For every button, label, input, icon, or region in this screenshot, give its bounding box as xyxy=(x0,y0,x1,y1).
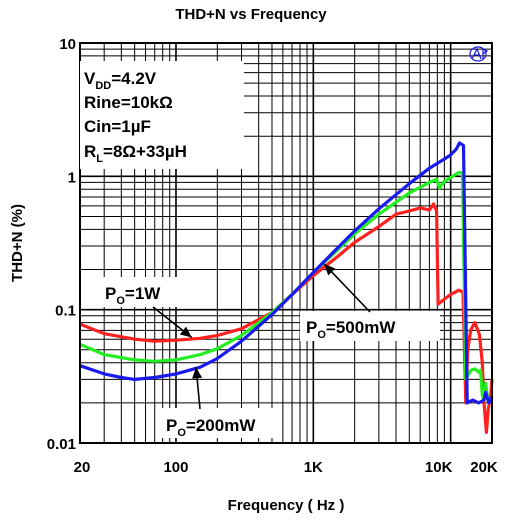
y-tick-label: 10 xyxy=(59,36,76,53)
annotation-0: PO=1W xyxy=(100,277,195,338)
x-tick-label: 1K xyxy=(304,459,323,476)
x-axis-label: Frequency ( Hz ) xyxy=(228,497,345,514)
plot-frame xyxy=(79,42,493,444)
chart-title: THD+N vs Frequency xyxy=(175,6,327,23)
ap-logo-icon xyxy=(469,46,489,62)
annotation-2: PO=200mW xyxy=(160,367,280,439)
condition-rl: RL=8Ω+33µH xyxy=(84,142,187,165)
annotation-box xyxy=(300,311,440,341)
annotation-box xyxy=(100,277,195,307)
conditions-background xyxy=(80,61,244,169)
annotation-label: PO=200mW xyxy=(166,416,256,439)
condition-cin: Cin=1µF xyxy=(84,117,151,136)
annotation-arrow xyxy=(323,263,371,313)
annotation-label: PO=500mW xyxy=(306,318,396,341)
arrow-head-icon xyxy=(192,367,203,379)
x-tick-label: 20K xyxy=(470,459,498,476)
x-tick-label: 100 xyxy=(163,459,188,476)
series-line-1 xyxy=(79,170,494,405)
arrow-head-icon xyxy=(179,326,192,338)
test-conditions-box: VDD=4.2V Rine=10kΩ Cin=1µF RL=8Ω+33µH xyxy=(80,61,244,169)
x-tick-label: 20 xyxy=(74,459,91,476)
series-line-2 xyxy=(79,141,494,405)
condition-rine: Rine=10kΩ xyxy=(84,93,173,112)
tick-labels: 20 100 1K 10K 20K 10 1 0.1 0.01 xyxy=(47,36,498,476)
x-tick-label: 10K xyxy=(425,459,453,476)
y-tick-label: 1 xyxy=(68,169,76,186)
annotation-label: PO=1W xyxy=(105,284,161,307)
series-line-0 xyxy=(79,202,494,434)
condition-vdd: VDD=4.2V xyxy=(84,69,157,92)
y-axis-label: THD+N (%) xyxy=(9,204,26,282)
arrow-head-icon xyxy=(324,264,336,276)
y-tick-label: 0.1 xyxy=(55,303,76,320)
annotation-1: PO=500mW xyxy=(300,263,440,341)
annotation-box xyxy=(160,408,280,438)
y-tick-label: 0.01 xyxy=(47,436,76,453)
series-lines xyxy=(79,141,494,434)
series-annotations: PO=1W PO=500mW PO=200mW xyxy=(100,263,440,439)
